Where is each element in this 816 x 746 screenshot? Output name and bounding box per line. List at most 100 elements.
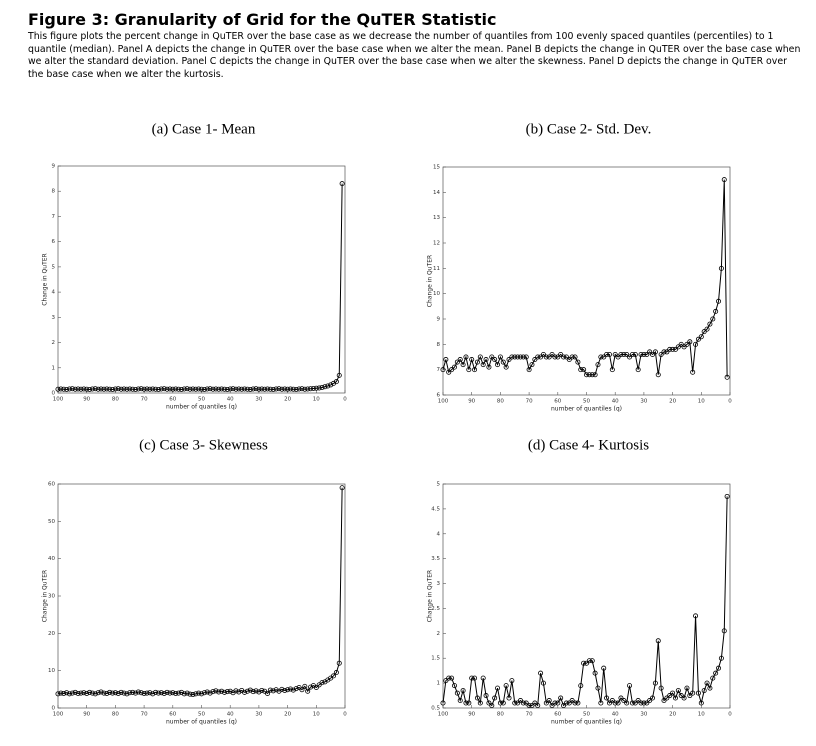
data-point	[454, 359, 460, 365]
data-point	[135, 689, 141, 695]
data-point	[55, 386, 61, 392]
data-point	[308, 684, 314, 690]
data-point	[244, 688, 250, 694]
x-tick-label: 60	[554, 712, 561, 718]
figure-caption: This figure plots the percent change in …	[28, 31, 801, 80]
data-point	[655, 372, 661, 378]
data-point	[647, 349, 653, 355]
y-tick-label: 4.5	[431, 506, 440, 512]
data-point	[247, 386, 253, 392]
data-point	[207, 386, 213, 392]
data-point	[503, 683, 509, 689]
data-point	[135, 386, 141, 392]
data-point	[535, 703, 541, 709]
data-point	[339, 181, 345, 187]
data-point	[532, 700, 538, 706]
data-point	[227, 386, 233, 392]
data-point	[173, 690, 179, 696]
y-tick-label: 7	[437, 367, 441, 373]
data-point	[64, 386, 70, 392]
data-point	[66, 386, 72, 392]
data-point	[276, 386, 282, 392]
panel: (b) Case 2- Std. Dev.6789101112131415100…	[427, 121, 733, 412]
data-point	[187, 386, 193, 392]
data-point	[718, 655, 724, 661]
data-point	[650, 351, 656, 357]
data-point	[296, 386, 302, 392]
data-point	[575, 700, 581, 706]
y-tick-label: 4	[437, 531, 441, 537]
panel-title: (c) Case 3- Skewness	[139, 437, 268, 453]
x-tick-label: 0	[343, 397, 347, 403]
data-point	[710, 675, 716, 681]
data-point	[506, 695, 512, 701]
data-point	[572, 354, 578, 360]
data-point	[242, 386, 248, 392]
y-tick-label: 0	[52, 706, 56, 712]
y-tick-label: 0	[52, 391, 56, 397]
data-point	[675, 344, 681, 350]
data-point	[618, 351, 624, 357]
data-point	[713, 670, 719, 676]
data-point	[724, 374, 730, 380]
data-point	[164, 386, 170, 392]
data-point	[325, 383, 331, 389]
data-point	[224, 386, 230, 392]
data-point	[333, 379, 339, 385]
data-point	[130, 386, 136, 392]
data-point	[446, 675, 452, 681]
data-point	[695, 690, 701, 696]
x-tick-label: 80	[112, 712, 119, 718]
x-tick-label: 100	[53, 712, 64, 718]
data-point	[256, 689, 262, 695]
data-point	[546, 354, 552, 360]
data-point	[178, 689, 184, 695]
y-axis-label: Change in QuTER	[42, 570, 49, 622]
data-point	[164, 689, 170, 695]
data-point	[115, 386, 121, 392]
data-point	[684, 685, 690, 691]
x-tick-label: 0	[343, 712, 347, 718]
data-point	[236, 689, 242, 695]
data-point	[95, 690, 101, 696]
data-point	[512, 700, 518, 706]
data-point	[153, 689, 159, 695]
plot-frame	[442, 483, 731, 709]
data-point	[641, 700, 647, 706]
data-point	[440, 700, 446, 706]
data-point	[601, 665, 607, 671]
data-point	[319, 384, 325, 390]
x-tick-label: 50	[198, 712, 205, 718]
data-point	[319, 680, 325, 686]
data-point	[704, 326, 710, 332]
data-point	[638, 700, 644, 706]
data-point	[592, 372, 598, 378]
data-point	[213, 386, 219, 392]
data-point	[460, 688, 466, 694]
data-point	[221, 689, 227, 695]
data-point	[210, 689, 216, 695]
data-point	[661, 698, 667, 704]
data-point	[584, 372, 590, 378]
data-point	[101, 386, 107, 392]
data-point	[492, 357, 498, 363]
data-point	[632, 700, 638, 706]
data-point	[486, 364, 492, 370]
data-point	[132, 386, 138, 392]
data-point	[339, 485, 345, 491]
data-point	[500, 359, 506, 365]
figure-header: Figure 3: Granularity of Grid for the Qu…	[28, 10, 803, 81]
y-tick-label: 1.5	[431, 656, 440, 662]
data-point	[256, 386, 262, 392]
data-point	[615, 700, 621, 706]
data-point	[150, 691, 156, 697]
data-point	[110, 386, 116, 392]
data-point	[463, 700, 469, 706]
data-point	[658, 685, 664, 691]
data-point	[581, 367, 587, 373]
data-point	[500, 700, 506, 706]
y-tick-label: 30	[48, 594, 55, 600]
data-point	[118, 689, 124, 695]
data-point	[523, 354, 529, 360]
